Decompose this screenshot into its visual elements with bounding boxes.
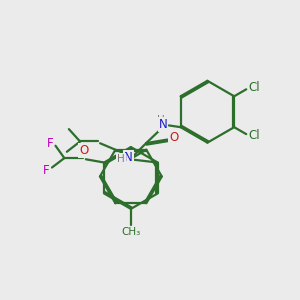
Text: H: H — [117, 154, 125, 164]
Text: F: F — [44, 164, 50, 177]
Text: H: H — [157, 115, 165, 124]
Text: F: F — [47, 137, 53, 150]
Text: O: O — [80, 144, 89, 157]
Text: O: O — [169, 131, 178, 144]
Text: Cl: Cl — [249, 129, 260, 142]
Text: CH₃: CH₃ — [121, 227, 140, 237]
Text: N: N — [159, 118, 167, 131]
Text: Cl: Cl — [249, 81, 260, 94]
Text: N: N — [124, 151, 133, 164]
